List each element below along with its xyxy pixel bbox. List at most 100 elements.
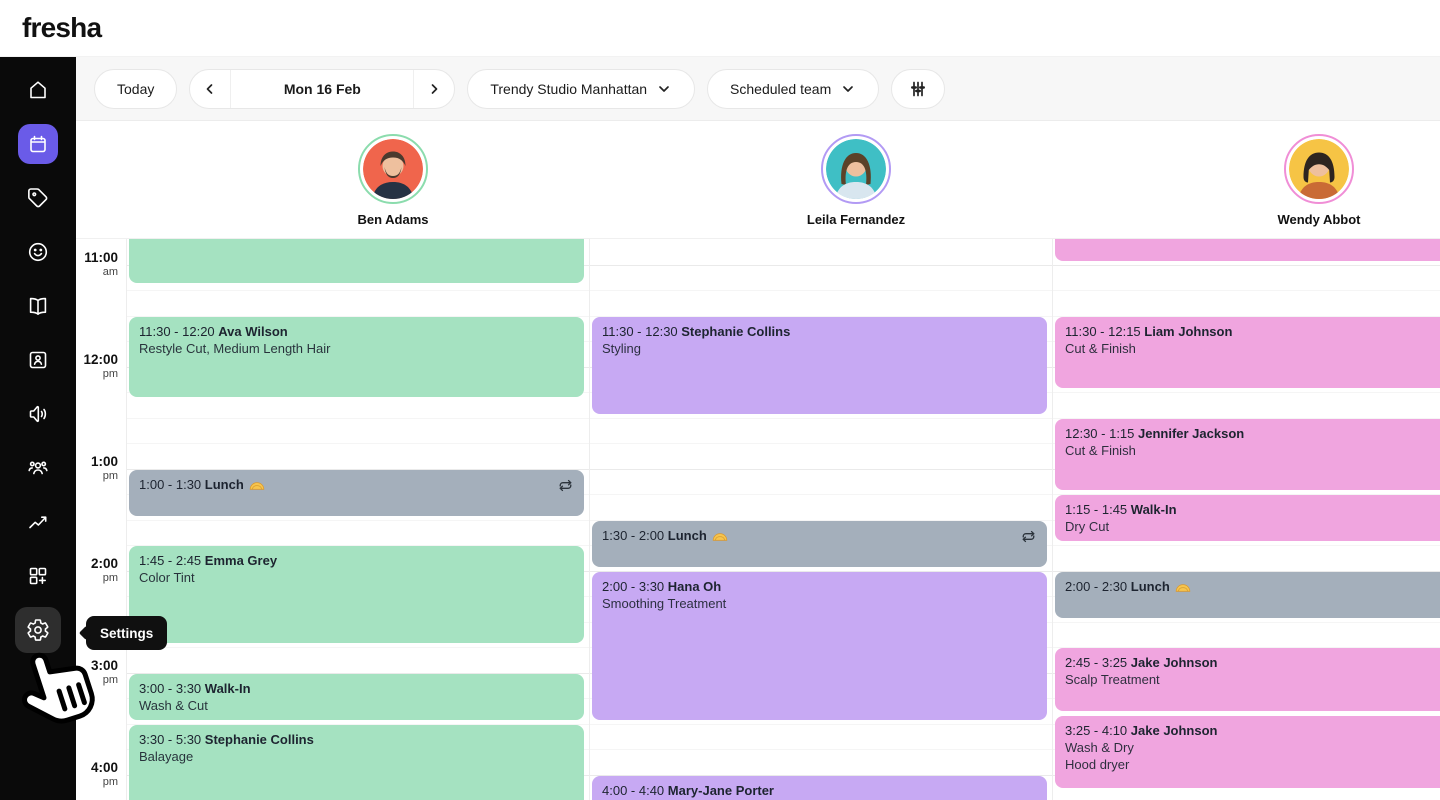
appointment-service: Restyle Cut, Medium Length Hair <box>139 340 331 356</box>
appointment-service: Balayage <box>139 748 194 764</box>
sidebar-item-sales[interactable] <box>18 178 58 218</box>
calendar-grid[interactable]: 11:00 am 12:00 pm 1:00 pm 2:00 pm 3:00 pm 4:00 pm 11… <box>76 238 1440 800</box>
sidebar-item-team[interactable] <box>18 448 58 488</box>
appointment-service: Color Tint <box>139 570 195 585</box>
column-separator <box>126 239 127 800</box>
date-label: Mon 16 Feb <box>283 80 361 97</box>
analytics-icon <box>29 516 47 529</box>
appointment-block[interactable]: 11:30 - 12:15 Liam Johnson Cut & Finish <box>1055 316 1440 388</box>
appointment-block[interactable]: 2:45 - 3:25 Jake Johnson Scalp Treatment <box>1055 648 1440 711</box>
appointment-service: Wash & Cut <box>139 697 208 713</box>
taco-emoji <box>249 481 264 490</box>
calendar-icon <box>30 135 46 153</box>
appointment-title: 1:30 - 2:00 Lunch <box>602 527 1017 544</box>
today-button[interactable]: Today <box>94 68 178 109</box>
sidebar-item-clients[interactable] <box>18 232 58 272</box>
team-member-header[interactable]: Ben Adams <box>313 134 473 227</box>
avatar <box>1289 139 1349 199</box>
appointment-block[interactable]: 3:00 - 3:30 Walk-In Wash & Cut <box>129 673 584 720</box>
sidebar-item-home[interactable] <box>18 70 58 110</box>
prev-day-button[interactable] <box>190 70 230 108</box>
repeat-icon <box>1020 528 1037 545</box>
grid-line <box>126 264 1440 266</box>
appointment-block[interactable]: 2:00 - 3:30 Hana Oh Smoothing Treatment <box>592 571 1047 720</box>
appointment-service: Cut & Finish <box>1065 340 1136 356</box>
next-day-button[interactable] <box>414 70 454 108</box>
appointment-service: Smoothing Treatment <box>602 595 727 611</box>
appointment-service: Scalp Treatment <box>1065 672 1160 687</box>
pointer-hand-icon <box>22 652 95 724</box>
team-filter-dropdown[interactable]: Scheduled team <box>707 68 880 109</box>
appointment-block[interactable] <box>1055 239 1440 261</box>
add-ons-grid-icon <box>29 567 47 585</box>
appointment-title: 1:00 - 1:30 Lunch <box>139 476 554 493</box>
appointment-title: 2:00 - 2:30 Lunch <box>1065 578 1440 595</box>
date-button[interactable]: Mon 16 Feb <box>230 69 415 108</box>
repeat-icon <box>557 477 574 494</box>
column-separator <box>1052 239 1053 800</box>
sidebar-item-add-ons[interactable] <box>18 556 58 596</box>
grid-line <box>126 570 1440 572</box>
appointment-service: Styling <box>602 340 642 356</box>
chevron-left-icon <box>207 83 213 94</box>
team-member-name: Ben Adams <box>357 212 429 227</box>
grid-line <box>126 290 1440 291</box>
grid-line <box>126 723 1440 725</box>
appointment-title: 4:00 - 4:40 Mary-Jane Porter <box>602 782 774 798</box>
team-member-name: Wendy Abbot <box>1277 212 1361 227</box>
appointment-block[interactable]: 11:30 - 12:20 Ava Wilson Restyle Cut, Med… <box>129 316 584 397</box>
appointment-block[interactable]: 1:15 - 1:45 Walk-In Dry Cut <box>1055 495 1440 541</box>
appointment-title: 2:00 - 3:30 Hana Oh <box>602 578 722 594</box>
lunch-block[interactable]: 1:00 - 1:30 Lunch <box>129 469 584 516</box>
book-icon <box>29 297 47 315</box>
appointment-service: Cut & Finish <box>1065 442 1136 458</box>
team-icon <box>28 461 48 475</box>
sidebar-item-settings[interactable] <box>15 607 61 653</box>
time-label: 11:00 am <box>84 249 118 278</box>
grid-line <box>126 774 1440 776</box>
grid-line <box>126 315 1440 317</box>
appointment-service: Hood dryer <box>1065 757 1130 772</box>
appointment-block[interactable]: 11:30 - 12:30 Stephanie Collins Styling <box>592 316 1047 414</box>
grid-line <box>126 749 1440 750</box>
settings-tooltip: Settings <box>86 616 168 650</box>
appointment-block[interactable]: 12:30 - 1:15 Jennifer Jackson Cut & Finis… <box>1055 418 1440 490</box>
time-label: 3:00 pm <box>90 657 118 686</box>
calendar-toolbar: Today Mon 16 Feb Trendy Studio Manhattan… <box>76 57 1440 121</box>
time-label: 2:00 pm <box>90 555 118 584</box>
appointment-block[interactable]: 1:45 - 2:45 Emma Grey Color Tint <box>129 546 584 643</box>
location-dropdown[interactable]: Trendy Studio Manhattan <box>467 68 696 109</box>
sidebar-item-calendar[interactable] <box>18 124 58 164</box>
sidebar-item-catalog[interactable] <box>18 286 58 326</box>
grid-line <box>126 468 1440 470</box>
appointment-title: 11:30 - 12:15 Liam Johnson <box>1065 323 1233 339</box>
appointment-block[interactable] <box>129 239 584 283</box>
appointment-block[interactable]: 3:25 - 4:10 Jake Johnson Wash & Dry Hood d… <box>1055 716 1440 788</box>
megaphone-icon <box>29 405 47 423</box>
team-filter-label: Scheduled team <box>730 80 832 97</box>
lunch-block[interactable]: 2:00 - 2:30 Lunch <box>1055 571 1440 618</box>
appointment-title: 2:45 - 3:25 Jake Johnson <box>1065 655 1218 670</box>
time-label: 4:00 pm <box>90 759 118 788</box>
appointment-title: 1:45 - 2:45 Emma Grey <box>139 553 278 568</box>
appointment-block[interactable]: 3:30 - 5:30 Stephanie Collins Balayage <box>129 724 584 800</box>
grid-line <box>126 443 1440 444</box>
team-member-header[interactable]: Wendy Abbot <box>1239 134 1399 227</box>
sidebar-item-team-profiles[interactable] <box>18 340 58 380</box>
top-bar: fresha <box>0 0 1440 57</box>
view-options-button[interactable] <box>891 68 946 109</box>
team-header-row: Ben Adams Leila Fernandez Wendy Abbot <box>76 121 1440 238</box>
team-member-header[interactable]: Leila Fernandez <box>776 134 936 227</box>
date-navigator: Mon 16 Feb <box>189 68 456 109</box>
appointment-title: 11:30 - 12:20 Ava Wilson <box>139 323 288 339</box>
lunch-block[interactable]: 1:30 - 2:00 Lunch <box>592 520 1047 567</box>
appointment-block[interactable]: 4:00 - 4:40 Mary-Jane PorterBlow Dry <box>592 775 1047 800</box>
chevron-right-icon <box>432 83 438 94</box>
sidebar-item-reports[interactable] <box>18 502 58 542</box>
appointment-service: Dry Cut <box>1065 519 1110 534</box>
taco-emoji <box>1175 583 1190 592</box>
time-label: 1:00 pm <box>90 453 118 482</box>
appointment-title: 1:15 - 1:45 Walk-In <box>1065 502 1177 517</box>
sidebar-item-marketing[interactable] <box>18 394 58 434</box>
avatar <box>826 139 886 199</box>
